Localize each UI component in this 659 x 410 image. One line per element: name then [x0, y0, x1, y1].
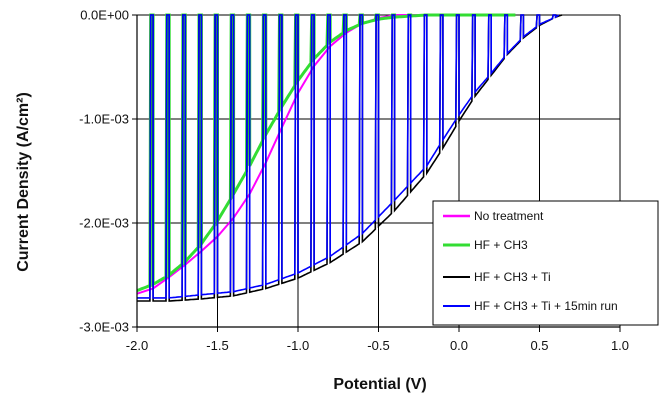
legend: No treatment HF + CH3 HF + CH3 + Ti HF +…: [432, 200, 659, 326]
x-tick-label-1: -1.5: [206, 338, 228, 353]
x-tick-label-0: -2.0: [126, 338, 148, 353]
legend-box: [432, 200, 659, 326]
legend-label-no-treatment: No treatment: [474, 209, 544, 223]
series-line-3: [137, 14, 560, 299]
tick-labels: 0.0E+00 -1.0E-03 -2.0E-03 -3.0E-03 -2.0 -1.5 -…: [79, 8, 629, 354]
x-tick-label-5: 0.5: [530, 338, 548, 353]
x-tick-label-2: -1.0: [287, 338, 309, 353]
x-axis-title: Potential (V): [333, 376, 426, 393]
axes: [132, 14, 621, 332]
legend-label-hf-ch3: HF + CH3: [474, 238, 528, 252]
y-tick-label-0: 0.0E+00: [80, 8, 129, 23]
x-tick-label-6: 1.0: [611, 338, 629, 353]
y-tick-label-3: -3.0E-03: [79, 320, 129, 335]
legend-label-hf-ch3-ti-15min: HF + CH3 + Ti + 15min run: [474, 299, 618, 313]
y-axis-title: Current Density (A/cm²): [15, 92, 32, 272]
y-tick-label-1: -1.0E-03: [79, 112, 129, 127]
series-layer: [136, 13, 563, 302]
legend-label-hf-ch3-ti: HF + CH3 + Ti: [474, 270, 551, 284]
y-tick-label-2: -2.0E-03: [79, 216, 129, 231]
x-tick-label-3: -0.5: [367, 338, 389, 353]
x-tick-label-4: 0.0: [450, 338, 468, 353]
